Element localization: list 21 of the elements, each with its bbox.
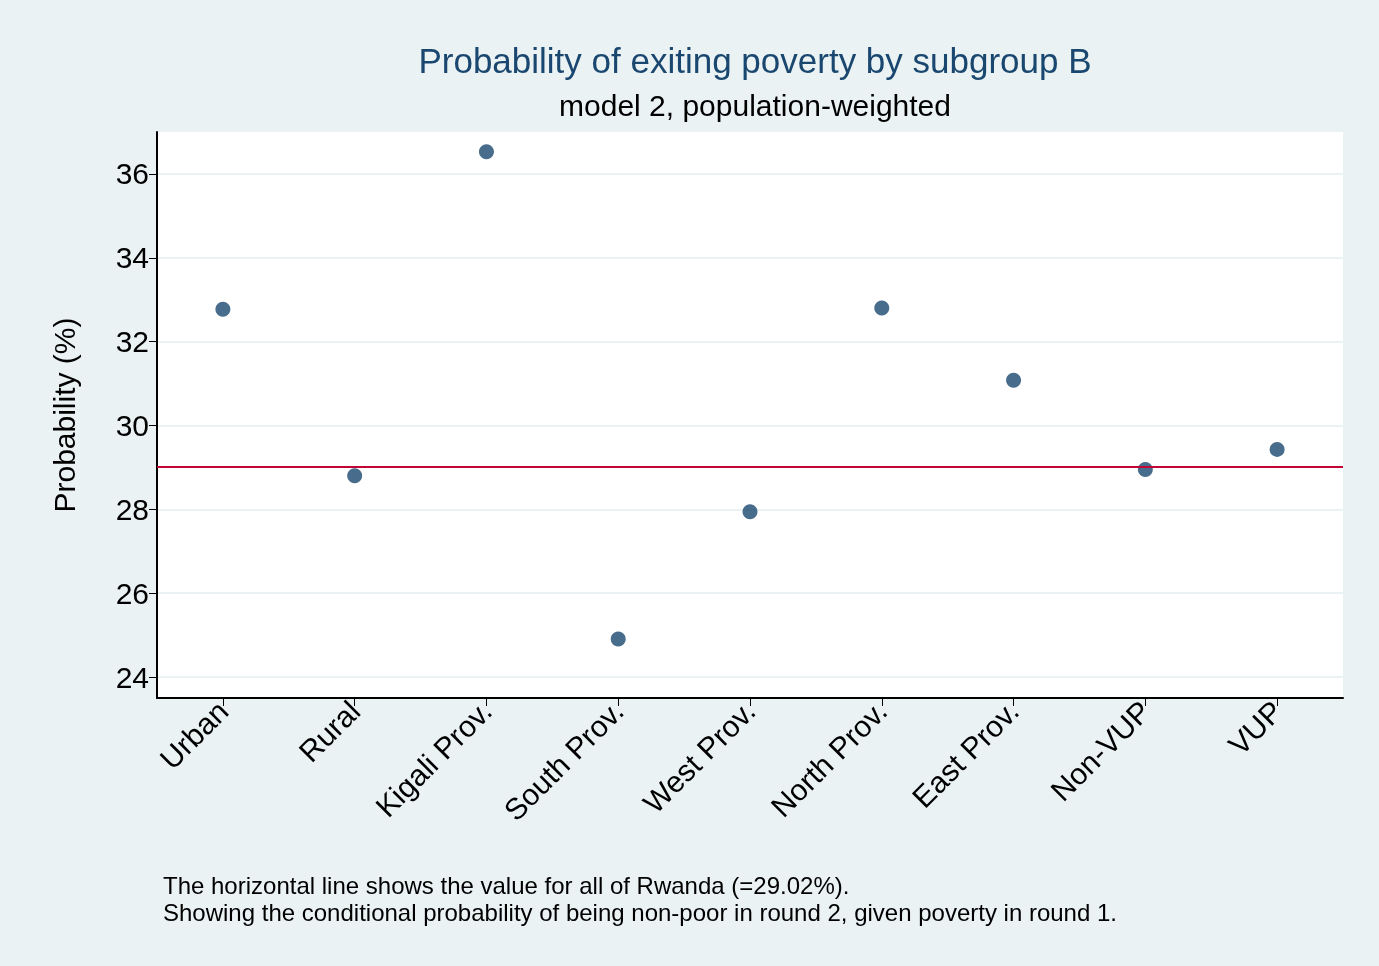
point: [1006, 372, 1022, 388]
chart-title: Probability of exiting poverty by subgroup B: [418, 41, 1092, 80]
point: [347, 468, 363, 484]
point: [742, 504, 758, 520]
x-tick-label: VUP: [1221, 694, 1289, 762]
y-tick-label: 36: [115, 157, 149, 191]
chart-subtitle: model 2, population-weighted: [559, 88, 951, 122]
y-tick-label: 26: [115, 576, 149, 610]
y-tick-label: 24: [115, 660, 149, 694]
point: [874, 300, 890, 316]
point: [215, 301, 231, 317]
y-tick-label: 32: [115, 325, 149, 359]
y-tick-label: 34: [115, 241, 149, 275]
point: [610, 631, 626, 647]
y-tick-label: 30: [115, 408, 149, 442]
point: [1269, 441, 1285, 457]
text: Showing the conditional probability of being non-poor in round 2, given poverty in round 1.: [163, 898, 1117, 926]
y-tick-label: 28: [115, 492, 149, 526]
point: [478, 144, 494, 160]
text: The horizontal line shows the value for all of Rwanda (=29.02%).: [163, 871, 850, 899]
y-axis-title: Probability (%): [47, 317, 81, 513]
